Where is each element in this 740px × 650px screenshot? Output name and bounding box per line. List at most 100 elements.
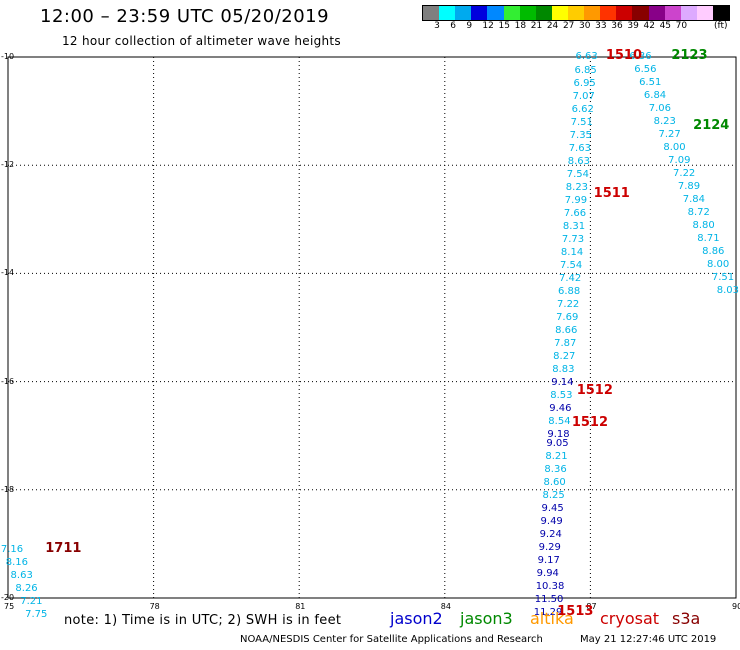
footer-credit: NOAA/NESDIS Center for Satellite Applica… — [240, 634, 543, 645]
colorbar-swatch — [632, 6, 649, 20]
wave-height-value: 7.89 — [677, 180, 701, 192]
wave-height-value: 7.42 — [558, 272, 582, 284]
wave-height-value: 7.84 — [682, 193, 705, 205]
colorbar-label: 33 — [595, 21, 607, 31]
wave-height-value: 6.36 — [629, 51, 652, 62]
wave-height-value: 7.66 — [563, 207, 587, 219]
wave-height-value: 8.31 — [562, 220, 586, 232]
wave-height-value: 7.54 — [559, 259, 583, 271]
colorbar-swatch — [664, 6, 681, 20]
wave-height-value: 7.21 — [20, 596, 43, 608]
lon-tick-label: 84 — [440, 602, 451, 611]
lon-tick-label: 78 — [149, 602, 160, 611]
colorbar-swatch — [680, 6, 697, 20]
wave-height-value: 7.54 — [566, 168, 590, 180]
wave-height-value: 8.80 — [692, 219, 715, 231]
colorbar-swatch — [503, 6, 520, 20]
chart-title: 12:00 – 23:59 UTC 05/20/2019 — [40, 6, 330, 27]
wave-height-value: 8.72 — [687, 206, 710, 218]
satellite-legend-s3a: s3a — [672, 609, 701, 628]
pass-label: 1513 — [557, 604, 594, 620]
wave-height-value: 9.24 — [539, 529, 562, 541]
colorbar-swatch — [616, 6, 633, 20]
wave-height-value: 6.88 — [558, 285, 581, 297]
colorbar-label: 15 — [498, 21, 510, 31]
wave-height-value: 7.75 — [25, 609, 48, 621]
wave-height-value: 8.16 — [5, 557, 28, 569]
wave-height-value: 6.51 — [639, 76, 662, 88]
wave-height-value: 9.05 — [546, 438, 569, 450]
wave-height-value: 8.86 — [702, 245, 725, 257]
pass-label: 1711 — [45, 541, 82, 557]
colorbar-label: 45 — [659, 21, 672, 31]
pass-label: 2123 — [671, 48, 708, 63]
colorbar-unit: (ft) — [714, 21, 728, 31]
wave-height-value: 8.66 — [555, 324, 578, 336]
wave-height-value: 6.56 — [634, 63, 657, 75]
wave-height-value: 6.63 — [575, 51, 598, 62]
colorbar-swatch — [439, 6, 456, 20]
satellite-legend-jason3: jason3 — [460, 609, 513, 628]
wave-height-value: 7.51 — [711, 271, 735, 283]
map-frame — [7, 56, 737, 599]
wave-height-value: 7.06 — [648, 102, 672, 114]
colorbar-label: 30 — [579, 21, 591, 31]
wave-height-value: 8.25 — [542, 490, 565, 502]
wave-height-value: 8.53 — [550, 389, 573, 401]
wave-height-value: 8.83 — [552, 363, 575, 375]
pass-label: 1511 — [593, 185, 630, 201]
colorbar-swatch — [519, 6, 536, 20]
satellite-legend-jason2: jason2 — [390, 609, 443, 628]
wave-height-value: 9.17 — [537, 555, 560, 567]
colorbar-swatch — [535, 6, 552, 20]
colorbar-label: 36 — [611, 21, 623, 31]
wave-height-value: 8.27 — [553, 350, 576, 362]
satellite-legend-cryosat: cryosat — [600, 609, 660, 628]
wave-height-value: 7.16 — [0, 544, 24, 556]
wave-height-value: 7.09 — [668, 154, 691, 166]
wave-height-value: 10.38 — [535, 581, 565, 593]
wave-height-value: 9.46 — [549, 402, 572, 414]
footer-timestamp: May 21 12:27:46 UTC 2019 — [580, 634, 717, 645]
wave-height-value: 9.14 — [551, 376, 574, 388]
wave-height-value: 8.63 — [10, 570, 33, 582]
colorbar-label: 39 — [627, 21, 639, 31]
colorbar-label: 6 — [450, 21, 456, 31]
colorbar-swatch — [551, 6, 568, 20]
colorbar-swatch — [455, 6, 472, 20]
wave-height-value: 9.29 — [538, 542, 561, 554]
wave-height-value: 9.49 — [540, 516, 563, 528]
units-note: note: 1) Time is in UTC; 2) SWH is in fe… — [64, 613, 342, 628]
colorbar-swatch — [567, 6, 585, 20]
colorbar-label: 12 — [482, 21, 494, 31]
pass-label: 2124 — [693, 118, 730, 134]
colorbar-label: 42 — [643, 21, 655, 31]
wave-height-value: 7.87 — [554, 337, 577, 349]
wave-height-value: 7.22 — [557, 298, 580, 310]
colorbar-label: 9 — [466, 21, 473, 31]
wave-height-value: 9.45 — [541, 503, 564, 515]
lon-tick-label: 81 — [295, 602, 306, 611]
lat-tick-label: -14 — [1, 268, 15, 278]
colorbar-swatch — [712, 6, 730, 20]
lon-tick-label: 75 — [4, 602, 15, 611]
wave-height-value: 8.00 — [663, 141, 686, 153]
wave-height-value: 11.50 — [534, 594, 564, 606]
colorbar-swatch — [648, 6, 665, 20]
colorbar-label: 3 — [434, 21, 440, 31]
wave-height-value: 11.29 — [533, 607, 563, 619]
wave-height-value: 8.71 — [697, 232, 720, 244]
wave-height-value: 7.69 — [556, 311, 579, 323]
wave-height-colorbar — [422, 5, 730, 21]
wave-height-value: 7.22 — [673, 167, 696, 179]
colorbar-label: 24 — [546, 21, 559, 31]
wave-height-value: 8.36 — [544, 464, 567, 476]
colorbar-swatch — [487, 6, 504, 20]
lat-tick-label: -16 — [1, 376, 15, 386]
wave-height-value: 8.14 — [560, 246, 584, 258]
lat-tick-label: -18 — [1, 484, 15, 494]
wave-height-value: 8.21 — [545, 451, 568, 463]
wave-height-value: 7.63 — [568, 142, 591, 154]
wave-height-value: 6.62 — [571, 104, 594, 116]
